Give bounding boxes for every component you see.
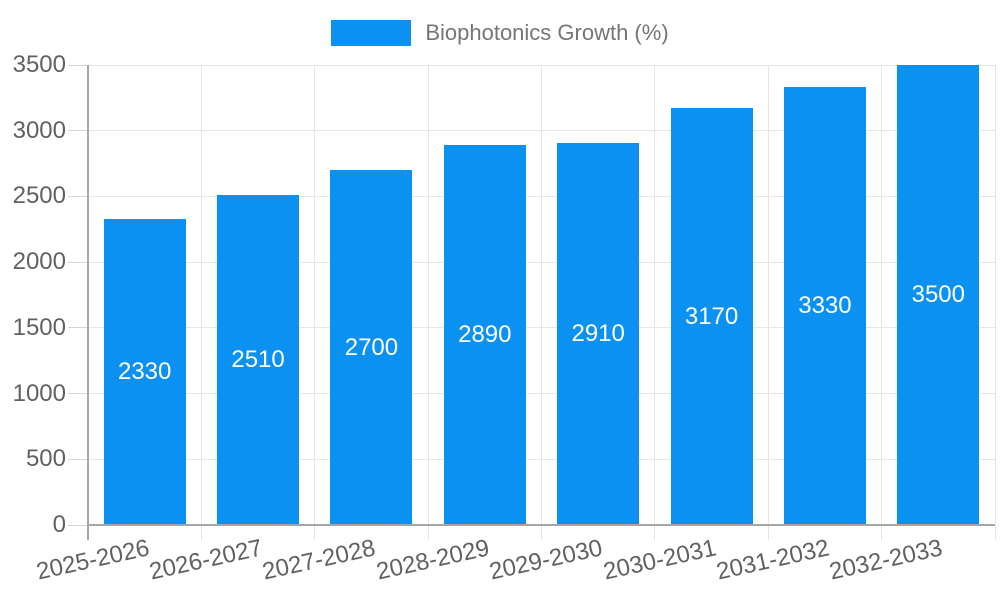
gridline-vertical [200,65,202,540]
y-axis-tick [68,261,88,263]
gridline-horizontal [88,195,995,197]
gridline-vertical [427,65,429,540]
y-axis-tick [68,327,88,329]
x-axis-line [88,524,995,526]
gridline-horizontal [88,261,995,263]
y-axis-tick-label: 500 [25,445,66,473]
bar-value-label: 3500 [911,281,965,308]
y-axis-tick-label: 0 [52,511,66,538]
bar[interactable] [217,195,300,525]
bar[interactable] [103,218,186,525]
bar-value-label: 2910 [571,319,625,347]
bar[interactable] [897,65,980,525]
plot-area: 0 500 1000 1500 2000 2500 3000 3500 2330 2510 2700… [13,52,996,586]
gridline-vertical [994,65,996,540]
y-axis-tick-label: 2500 [12,182,66,210]
y-axis-tick-label: 3000 [12,116,66,144]
gridline-horizontal [88,64,995,66]
gridline-vertical [767,65,769,540]
gridline-horizontal [88,130,995,132]
y-axis-tick-label: 1000 [12,379,66,407]
bar-value-label: 2330 [117,357,172,385]
gridline-horizontal [88,327,995,329]
bar[interactable] [557,142,640,525]
y-axis-tick-label: 3500 [12,51,66,78]
gridline-vertical [314,65,316,540]
y-axis-tick-label: 2000 [12,248,66,276]
legend-label: Biophotonics Growth (%) [425,20,669,45]
gridline-horizontal [88,393,995,395]
bar-value-label: 3330 [798,292,852,320]
gridline-vertical [654,65,656,540]
y-axis-tick [68,393,88,395]
bar[interactable] [670,108,753,525]
bar[interactable] [330,170,413,525]
bar-value-label: 2700 [344,333,399,361]
legend-swatch [331,20,412,46]
legend: Biophotonics Growth (%) [0,20,1000,46]
y-axis-tick [68,130,88,132]
y-axis-tick-label: 1500 [12,313,66,341]
bar[interactable] [443,145,526,525]
bar-value-label: 3170 [684,302,739,330]
y-axis-tick [68,458,88,460]
gridline-horizontal [88,458,995,460]
bar-value-label: 2890 [458,321,512,349]
bar[interactable] [783,87,866,525]
y-axis-line [87,65,89,540]
y-axis-tick [68,524,88,526]
gridline-vertical [881,65,883,540]
y-axis-tick [68,195,88,197]
bar-value-label: 2510 [231,346,285,374]
y-axis-tick [68,64,88,66]
gridline-vertical [541,65,542,540]
